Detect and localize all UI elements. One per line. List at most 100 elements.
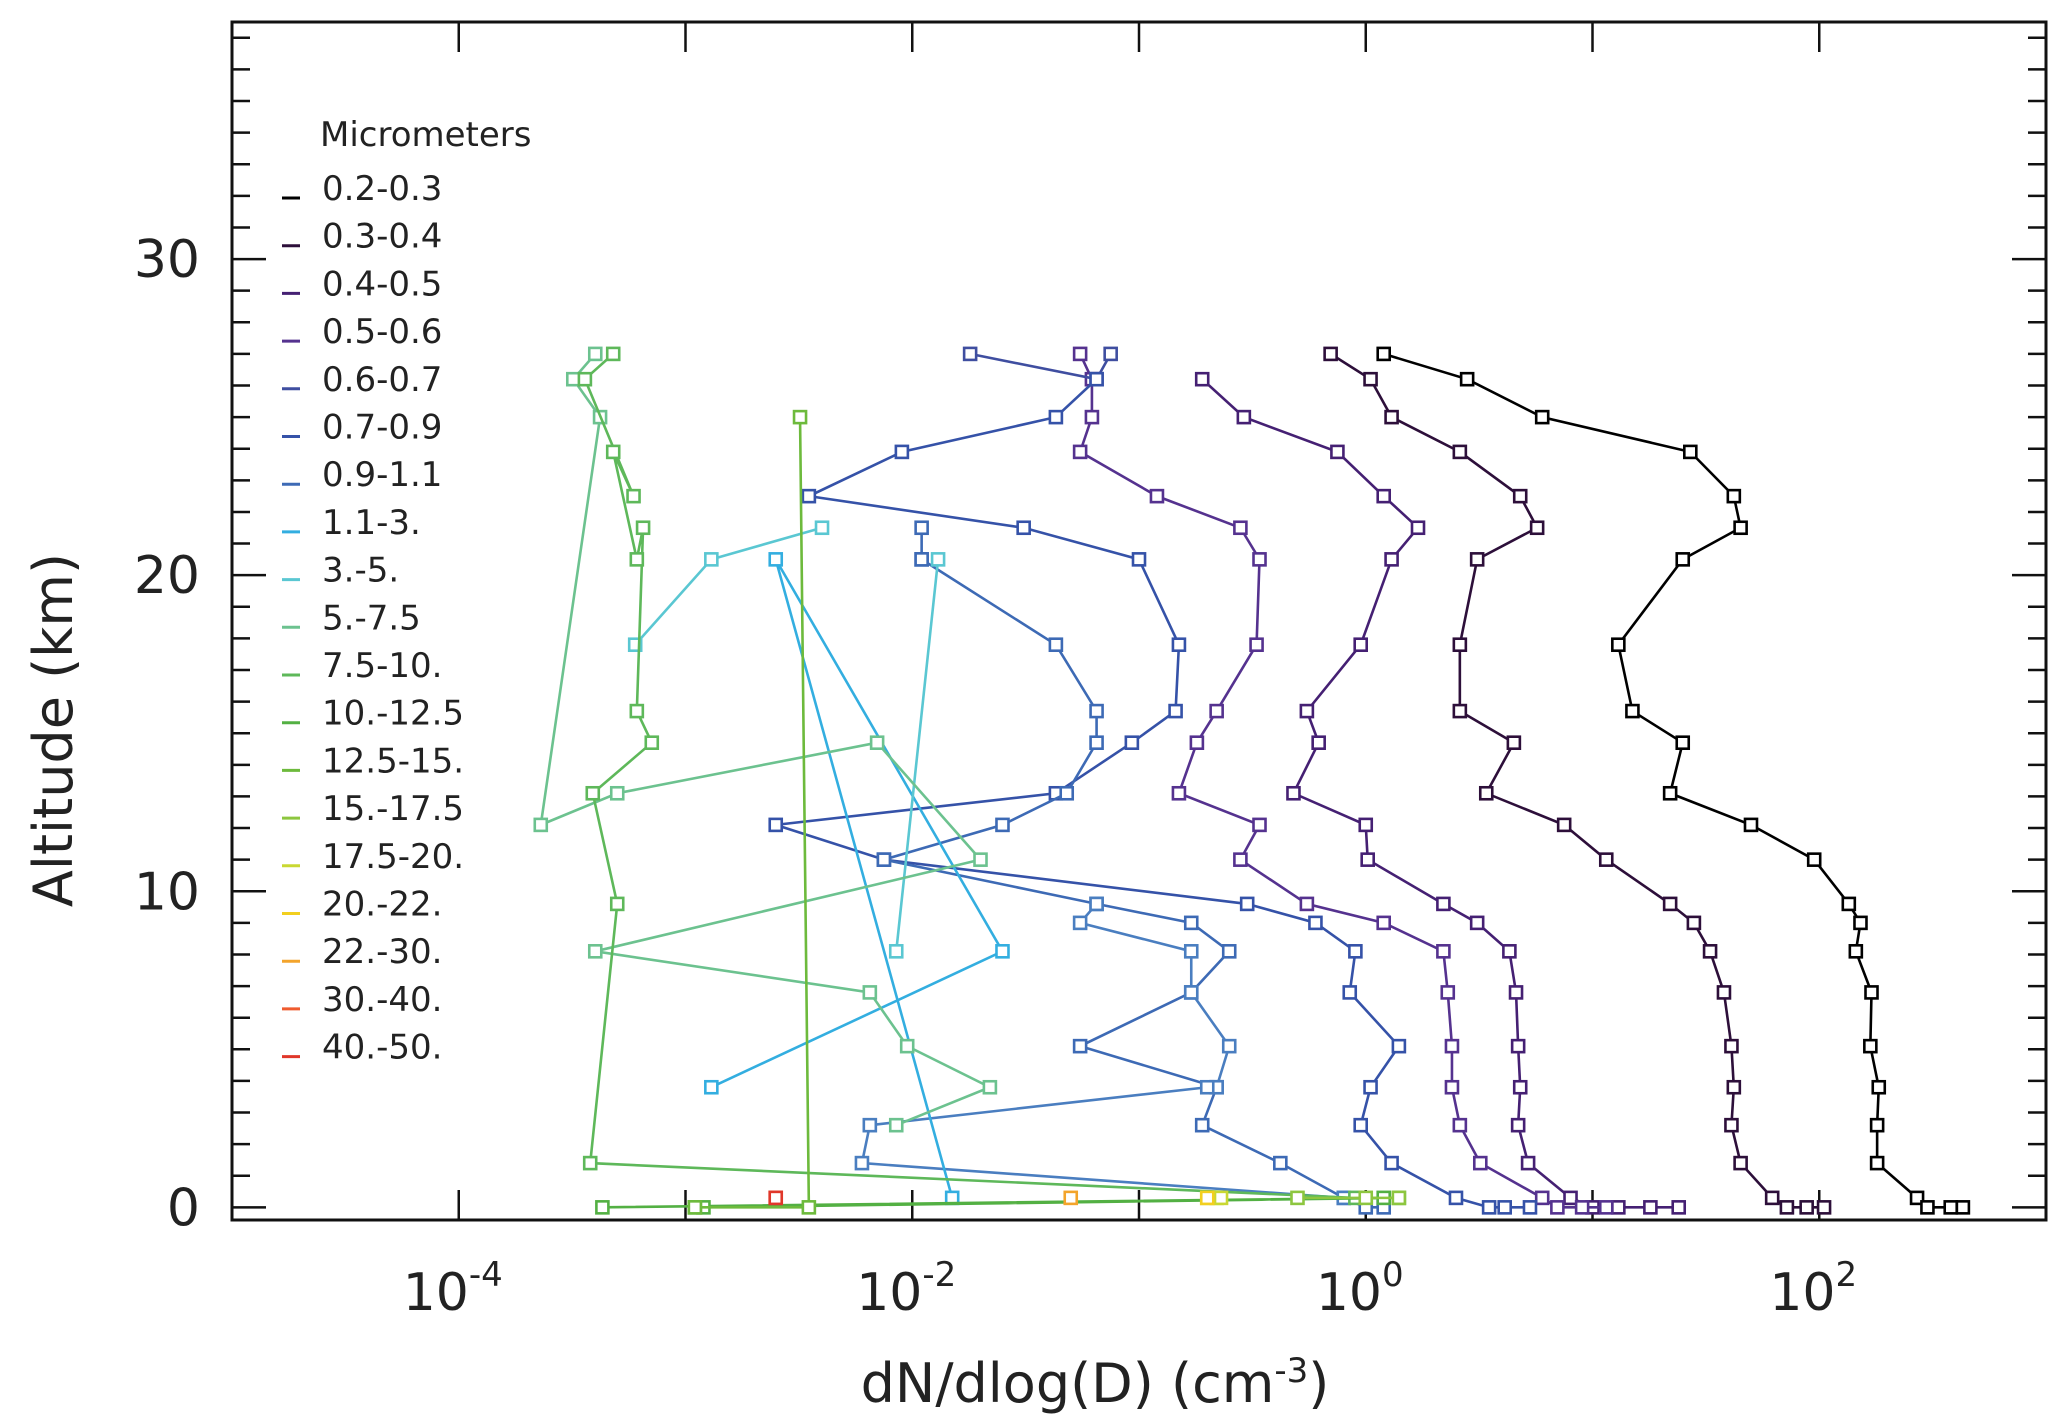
data-point: [1598, 852, 1614, 867]
data-point: [1534, 409, 1550, 425]
data-point: [1323, 346, 1338, 362]
data-point: [973, 852, 988, 867]
data-point: [1308, 915, 1323, 931]
data-point: [1444, 1079, 1460, 1095]
data-point: [854, 1155, 870, 1171]
legend-title: Micrometers: [320, 115, 532, 155]
data-point: [1199, 1079, 1215, 1095]
data-point: [1273, 1155, 1288, 1171]
y-tick-label: 10: [134, 862, 200, 922]
x-tick-label-base: 10: [1769, 1263, 1835, 1323]
x-tick-label: 100: [1316, 1255, 1404, 1323]
data-point: [1452, 1117, 1468, 1133]
series-0.9-1.1-b: [854, 896, 1352, 1206]
data-point: [1171, 637, 1187, 653]
data-point: [862, 985, 878, 1000]
data-point: [635, 520, 651, 536]
data-point: [1353, 1117, 1368, 1133]
data-point: [1363, 1079, 1378, 1095]
data-point: [768, 1190, 784, 1206]
data-point: [582, 1155, 598, 1171]
data-point: [585, 785, 601, 801]
data-point: [1440, 985, 1456, 1000]
data-point: [1459, 371, 1475, 387]
data-point: [1512, 1079, 1528, 1095]
data-point: [1452, 444, 1468, 460]
legend-label: 0.7-0.9: [322, 408, 442, 448]
data-point: [995, 944, 1010, 959]
data-point: [1236, 409, 1252, 425]
data-point: [894, 444, 910, 460]
legend-label: 0.5-0.6: [322, 312, 442, 352]
series-15.-17.5: [1290, 1190, 1407, 1206]
data-point: [1360, 852, 1376, 867]
x-tick-label-exponent: 0: [1382, 1255, 1404, 1295]
data-point: [1563, 1190, 1578, 1206]
data-point: [1943, 1200, 1959, 1215]
x-axis-title-superscript: -3: [1274, 1351, 1308, 1391]
x-axis-title-close: ): [1308, 1352, 1329, 1415]
data-point: [1448, 1190, 1464, 1206]
data-point: [1363, 371, 1378, 387]
y-tick-label: 20: [134, 546, 200, 606]
data-point: [1497, 1200, 1512, 1215]
data-point: [1016, 520, 1031, 536]
data-point: [1358, 1190, 1374, 1206]
data-point: [1376, 346, 1392, 362]
data-point: [1436, 896, 1451, 912]
data-point: [1084, 409, 1100, 425]
data-point: [1358, 817, 1374, 833]
data-point: [1534, 1190, 1550, 1206]
data-point: [1124, 735, 1140, 750]
data-point: [1643, 1200, 1658, 1215]
data-point: [814, 520, 830, 536]
data-point: [1702, 944, 1718, 959]
series-line: [1329, 352, 1825, 1209]
series-12.5-15.: [687, 409, 817, 1215]
data-point: [1481, 1200, 1497, 1215]
data-point: [704, 1079, 719, 1095]
data-point: [1506, 735, 1522, 750]
series-line: [583, 352, 1356, 1200]
data-point: [1249, 637, 1264, 653]
data-point: [1183, 985, 1199, 1000]
data-point: [1625, 703, 1640, 719]
data-point: [1330, 444, 1345, 460]
data-point: [1799, 1200, 1814, 1215]
x-tick-label: 10-2: [856, 1255, 956, 1323]
data-point: [869, 735, 885, 750]
data-point: [1131, 552, 1147, 567]
data-point: [1508, 985, 1524, 1000]
data-point: [1863, 1038, 1878, 1054]
data-point: [1103, 346, 1118, 362]
data-point: [1189, 735, 1205, 750]
data-point: [1816, 1200, 1832, 1215]
legend-label: 0.6-0.7: [322, 360, 442, 400]
data-point: [1194, 1117, 1210, 1133]
data-point: [962, 346, 978, 362]
data-point: [1353, 637, 1368, 653]
x-axis-title: dN/dlog(D) (cm-3): [861, 1351, 1330, 1415]
data-point: [1311, 735, 1326, 750]
series-22.-30.: [1063, 1190, 1079, 1206]
data-point: [1384, 552, 1399, 567]
data-point: [1550, 1200, 1565, 1215]
data-point: [1252, 817, 1267, 833]
data-point: [914, 552, 929, 567]
legend-label: 0.2-0.3: [322, 169, 442, 209]
legend-label: 5.-7.5: [322, 598, 421, 638]
data-point: [1194, 371, 1210, 387]
legend-label: 7.5-10.: [322, 646, 442, 686]
data-point: [644, 735, 660, 750]
data-point: [899, 1038, 915, 1054]
series-20.-22.: [1199, 1190, 1215, 1206]
data-point: [1675, 552, 1691, 567]
data-point: [704, 552, 719, 567]
legend-label: 0.3-0.4: [322, 217, 442, 257]
data-point: [1512, 488, 1528, 504]
series-line: [860, 903, 1344, 1200]
data-point: [768, 817, 784, 833]
data-point: [1299, 703, 1315, 719]
legend-label: 20.-22.: [322, 885, 442, 925]
